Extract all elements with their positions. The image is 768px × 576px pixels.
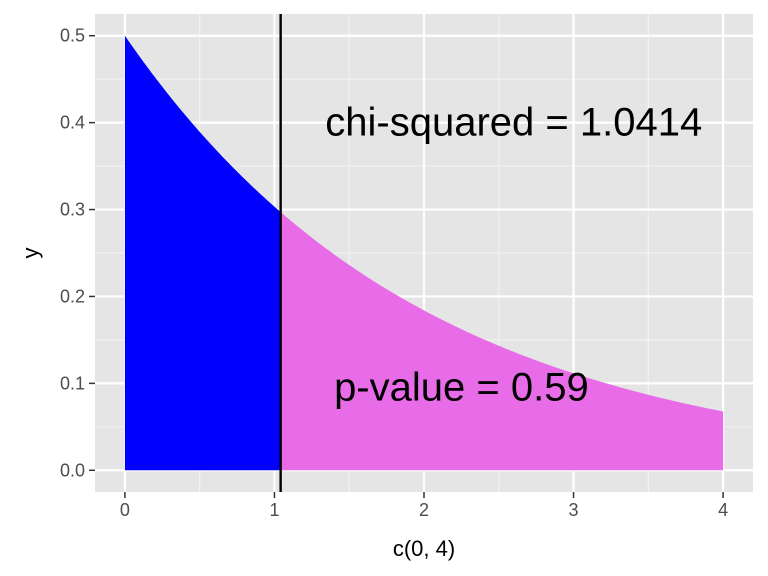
y-tick-label: 0.3 [60, 200, 85, 220]
x-tick-label: 4 [718, 500, 728, 520]
y-axis-title: y [18, 248, 43, 259]
p-value-annotation: p-value = 0.59 [334, 366, 589, 410]
y-tick-label: 0.1 [60, 373, 85, 393]
x-tick-label: 2 [419, 500, 429, 520]
lower-tail-area [124, 35, 281, 471]
y-tick-label: 0.2 [60, 286, 85, 306]
upper-tail-area [280, 212, 724, 471]
chi-squared-annotation: chi-squared = 1.0414 [325, 101, 702, 145]
y-tick-label: 0.4 [60, 113, 85, 133]
density-regions [124, 35, 724, 471]
x-tick-label: 1 [269, 500, 279, 520]
y-axis: 0.0 0.1 0.2 0.3 0.4 0.5 [60, 26, 95, 480]
x-tick-label: 3 [569, 500, 579, 520]
x-axis-title: c(0, 4) [393, 536, 455, 561]
y-tick-label: 0.0 [60, 460, 85, 480]
y-tick-label: 0.5 [60, 26, 85, 46]
x-tick-label: 0 [120, 500, 130, 520]
x-axis: 0 1 2 3 4 [120, 492, 728, 520]
chart-annotations: chi-squared = 1.0414 p-value = 0.59 [325, 101, 702, 410]
